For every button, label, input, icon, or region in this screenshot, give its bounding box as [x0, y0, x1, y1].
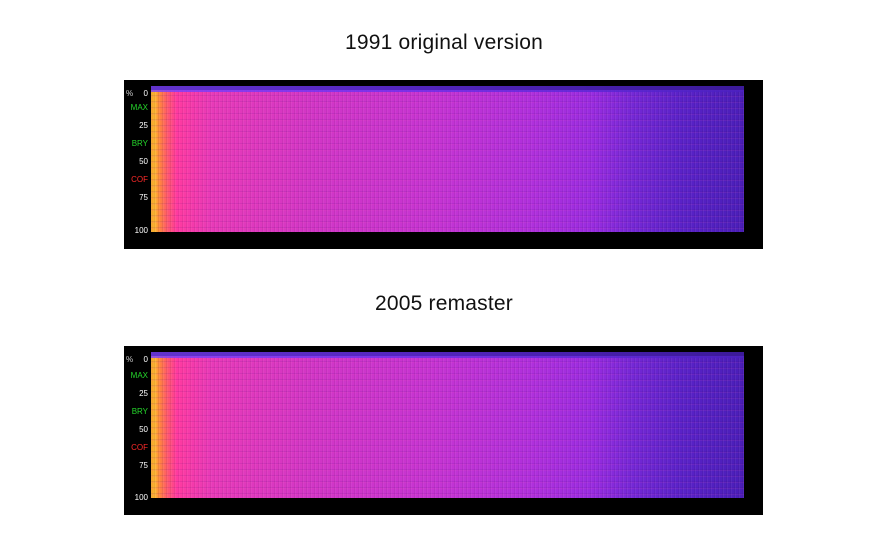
tick-75: 75: [139, 461, 148, 470]
tick-50: 50: [139, 157, 148, 166]
tick-0: 0: [143, 89, 148, 98]
marker-cof: COF: [131, 175, 148, 184]
spectrogram-panel-remaster: % 0 MAX 25 BRY 50 COF 75 100: [124, 346, 763, 515]
title-original: 1991 original version: [345, 31, 543, 54]
spectrogram-image-remaster: [151, 352, 744, 498]
tick-50: 50: [139, 425, 148, 434]
marker-max: MAX: [130, 103, 148, 112]
percent-label: %: [126, 355, 134, 364]
spectrogram-image-original: [151, 86, 744, 232]
tick-25: 25: [139, 389, 148, 398]
percent-label: %: [126, 89, 134, 98]
marker-bry: BRY: [131, 139, 148, 148]
spectrogram-panel-original: % 0 MAX 25 BRY 50 COF 75 100: [124, 80, 763, 249]
marker-cof: COF: [131, 443, 148, 452]
tick-25: 25: [139, 121, 148, 130]
title-remaster: 2005 remaster: [374, 292, 513, 315]
tick-100: 100: [134, 493, 148, 502]
marker-max: MAX: [130, 371, 148, 380]
tick-0: 0: [143, 355, 148, 364]
marker-bry: BRY: [131, 407, 148, 416]
tick-100: 100: [134, 226, 148, 235]
tick-75: 75: [139, 193, 148, 202]
